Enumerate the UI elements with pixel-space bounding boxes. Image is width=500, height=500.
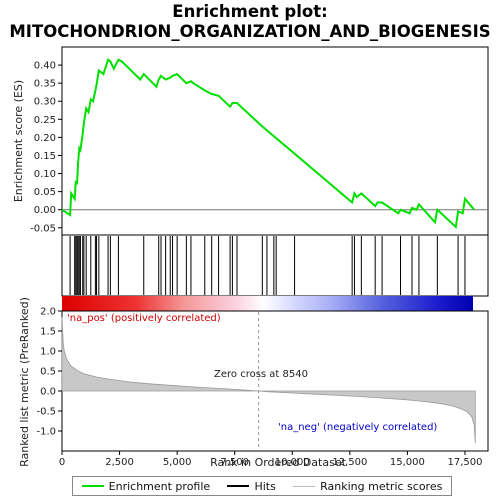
metric-x-tick-label: 7,500 [220,457,249,468]
legend-label-ranking: Ranking metric scores [320,479,443,493]
metric-x-tick-label: 0 [59,457,65,468]
metric-x-axis: 0 2,500 5,000 7,500 10,000 12,500 15,000 17,500 [59,451,482,468]
metric-x-tick-label: 15,000 [390,457,425,468]
legend-item-ranking: Ranking metric scores [293,480,442,493]
metric-y-tick-label: 1.0 [40,347,56,358]
metric-panel-frame [61,310,489,452]
es-curve [61,58,475,230]
metric-x-tick-label: 10,000 [275,457,310,468]
metric-y-tick-label: 2.0 [40,307,56,318]
legend-label-hits: Hits [254,479,276,493]
legend-label-enrichment: Enrichment profile [108,479,211,493]
metric-x-tick-label: 5,000 [163,457,192,468]
legend-item-enrichment: Enrichment profile [81,479,211,493]
zero-cross-label: Zero cross at 8540 [214,369,308,380]
green-line-swatch-icon [81,485,104,487]
hit-marks [69,236,466,295]
metric-y-tick-label: -1.0 [36,427,56,438]
gray-line-swatch-icon [293,485,316,487]
title-line-1: Enrichment plot: [172,2,328,21]
black-line-swatch-icon [227,485,250,487]
es-y-tick-label: 0.20 [34,133,56,144]
metric-x-tick-label: 12,500 [332,457,367,468]
metric-y-tick-label: 0.5 [40,367,56,378]
es-y-tick-label: 0.10 [34,169,56,180]
metric-y-axis: -1.0 -0.5 0.0 0.5 1.0 1.5 2.0 [36,307,62,438]
metric-x-tick-label: 17,500 [447,457,482,468]
metric-y-tick-label: -0.5 [36,407,56,418]
metric-y-tick-label: 0.0 [40,387,56,398]
es-y-tick-label: 0.35 [34,79,56,90]
title-line-2: MITOCHONDRION_ORGANIZATION_AND_BIOGENESI… [9,22,491,41]
metric-y-label: Ranked list metric (PreRanked) [18,297,31,467]
es-y-tick-label: 0.15 [34,151,56,162]
pos-label: 'na_pos' (positively correlated) [67,313,221,324]
es-y-tick-label: 0.05 [34,187,56,198]
metric-x-tick-label: 2,500 [105,457,134,468]
es-y-tick-label: 0.30 [34,97,56,108]
es-y-tick-label: 0.00 [34,205,56,216]
metric-y-tick-label: 1.5 [40,327,56,338]
es-y-tick-label: 0.25 [34,115,56,126]
es-y-axis: -0.05 0.00 0.05 0.10 0.15 0.20 0.25 0.30 0.35 0.4… [30,61,62,234]
es-y-tick-label: 0.40 [34,61,56,72]
es-panel-frame [61,46,489,236]
neg-label: 'na_neg' (negatively correlated) [278,422,437,433]
legend: Enrichment profile Hits Ranking metric s… [72,476,452,496]
es-y-label: Enrichment score (ES) [12,80,25,202]
hits-panel-frame [61,234,489,297]
rank-heatmap-bar [62,296,473,311]
es-y-tick-label: -0.05 [30,223,56,234]
legend-item-hits: Hits [227,479,276,493]
metric-x-label: Rank in Ordered Dataset [210,456,347,469]
chart-title: Enrichment plot: MITOCHONDRION_ORGANIZAT… [0,2,500,42]
metric-area [61,316,476,444]
